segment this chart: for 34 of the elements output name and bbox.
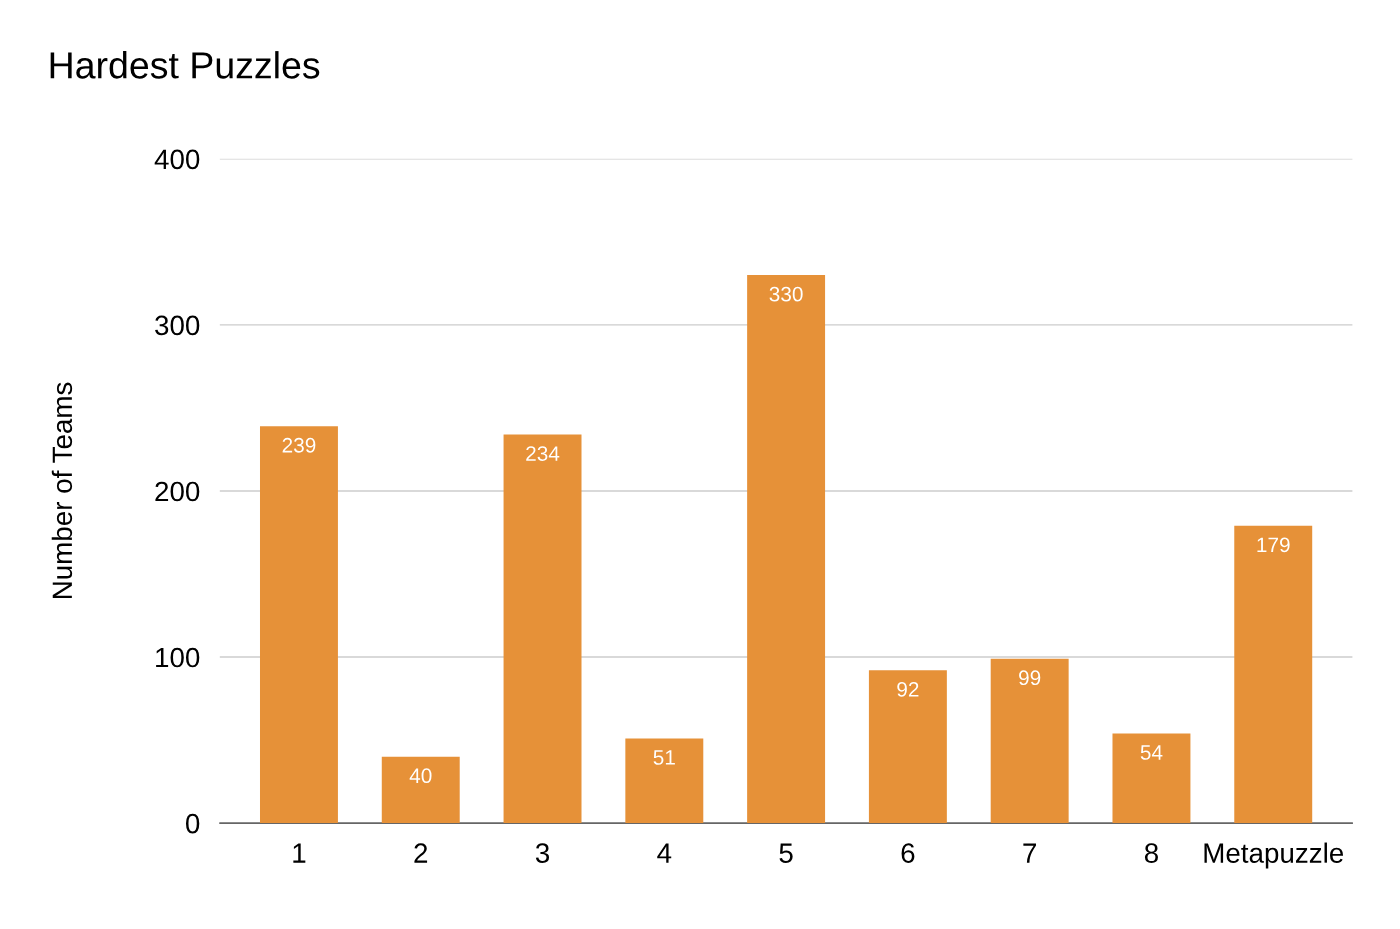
data-label: 54 — [1140, 745, 1163, 760]
data-label: 99 — [1019, 670, 1041, 686]
data-label: 40 — [409, 768, 432, 784]
y-tick-label: 400 — [154, 149, 200, 170]
x-tick-label: 2 — [414, 843, 428, 863]
bar — [1112, 733, 1191, 824]
x-tick-label: 5 — [779, 843, 793, 863]
y-axis-title: Number of Teams — [51, 382, 73, 599]
bar — [990, 658, 1069, 824]
chart-title: Hardest Puzzles — [50, 51, 320, 79]
x-tick-label: 3 — [535, 843, 550, 863]
data-label: 330 — [769, 286, 803, 302]
x-tick-label: 7 — [1023, 843, 1036, 863]
x-tick-label: Metapuzzle — [1204, 842, 1344, 869]
data-label: 51 — [653, 750, 675, 765]
data-label: 179 — [1257, 537, 1290, 553]
data-label: 92 — [897, 681, 919, 697]
bar — [259, 426, 338, 824]
bar — [747, 275, 826, 824]
y-tick-label: 0 — [185, 813, 200, 834]
y-tick-label: 200 — [155, 481, 200, 502]
x-tick-label: 4 — [657, 843, 672, 863]
x-tick-label: 8 — [1144, 843, 1158, 863]
bar — [381, 756, 460, 824]
bar — [503, 434, 582, 824]
bar — [1234, 525, 1313, 824]
y-tick-label: 300 — [155, 315, 200, 336]
bar — [868, 670, 947, 824]
x-tick-label: 6 — [901, 843, 915, 863]
data-label: 234 — [526, 446, 560, 461]
data-label: 239 — [282, 437, 316, 453]
y-tick-label: 100 — [156, 647, 200, 668]
x-tick-label: 1 — [293, 843, 306, 863]
bar — [625, 738, 704, 824]
